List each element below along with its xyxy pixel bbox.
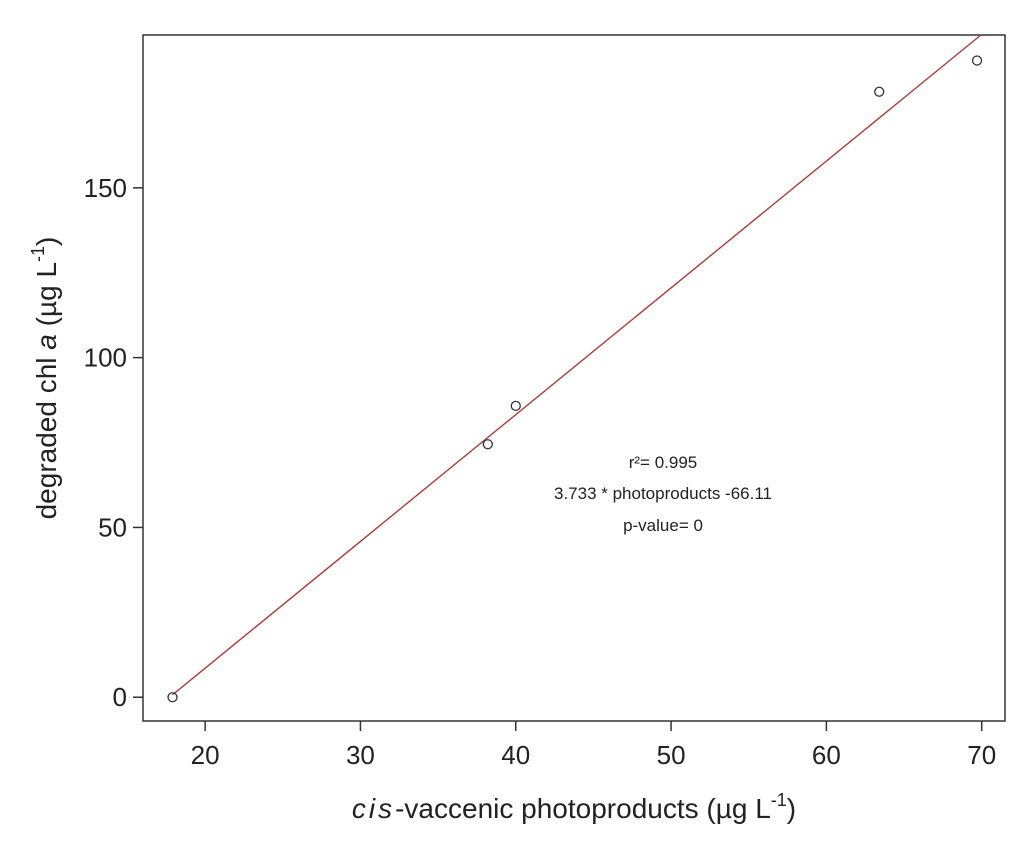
x-axis-title-text: -vaccenic photoproducts (µg L bbox=[395, 793, 771, 824]
data-points bbox=[167, 55, 983, 703]
x-tick-label: 40 bbox=[501, 740, 530, 770]
x-axis-title-close: ) bbox=[787, 793, 796, 824]
x-tick-label: 30 bbox=[346, 740, 375, 770]
fit-line-layer bbox=[172, 34, 982, 696]
y-axis-title-sup: -1 bbox=[28, 246, 48, 262]
annotation-block: r²= 0.995 3.733 * photoproducts -66.11 p… bbox=[554, 453, 772, 535]
x-tick-label: 70 bbox=[967, 740, 996, 770]
plot-frame bbox=[142, 34, 1006, 722]
x-tick-label: 20 bbox=[191, 740, 220, 770]
data-point bbox=[482, 439, 493, 450]
y-axis-title-text: (µg L bbox=[31, 262, 62, 334]
data-point bbox=[510, 400, 521, 411]
x-axis-title: cis-vaccenic photoproducts (µg L-1) bbox=[352, 790, 796, 824]
annotation-p-value: p-value= 0 bbox=[623, 516, 703, 535]
y-axis-title-close: ) bbox=[31, 237, 62, 246]
y-tick-label: 150 bbox=[84, 173, 127, 203]
annotation-equation: 3.733 * photoproducts -66.11 bbox=[554, 484, 772, 503]
data-point bbox=[167, 692, 178, 703]
data-point bbox=[971, 55, 983, 66]
y-axis-title-prefix: degraded chl bbox=[31, 350, 62, 520]
x-axis: 20 30 40 50 60 70 bbox=[191, 721, 996, 770]
y-axis-title-italic: a bbox=[31, 334, 62, 350]
x-axis-title-italic: cis bbox=[352, 793, 395, 824]
annotation-r2: r²= 0.995 bbox=[629, 453, 698, 472]
y-axis-title: degraded chl a (µg L-1) bbox=[28, 237, 62, 520]
x-axis-title-sup: -1 bbox=[771, 790, 787, 810]
y-axis: 0 50 100 150 bbox=[84, 173, 143, 712]
y-tick-label: 100 bbox=[84, 343, 127, 373]
y-tick-label: 50 bbox=[98, 512, 127, 542]
x-tick-label: 60 bbox=[812, 740, 841, 770]
regression-line bbox=[172, 34, 982, 696]
data-point bbox=[874, 86, 885, 97]
x-tick-label: 50 bbox=[657, 740, 686, 770]
y-tick-label: 0 bbox=[113, 682, 127, 712]
